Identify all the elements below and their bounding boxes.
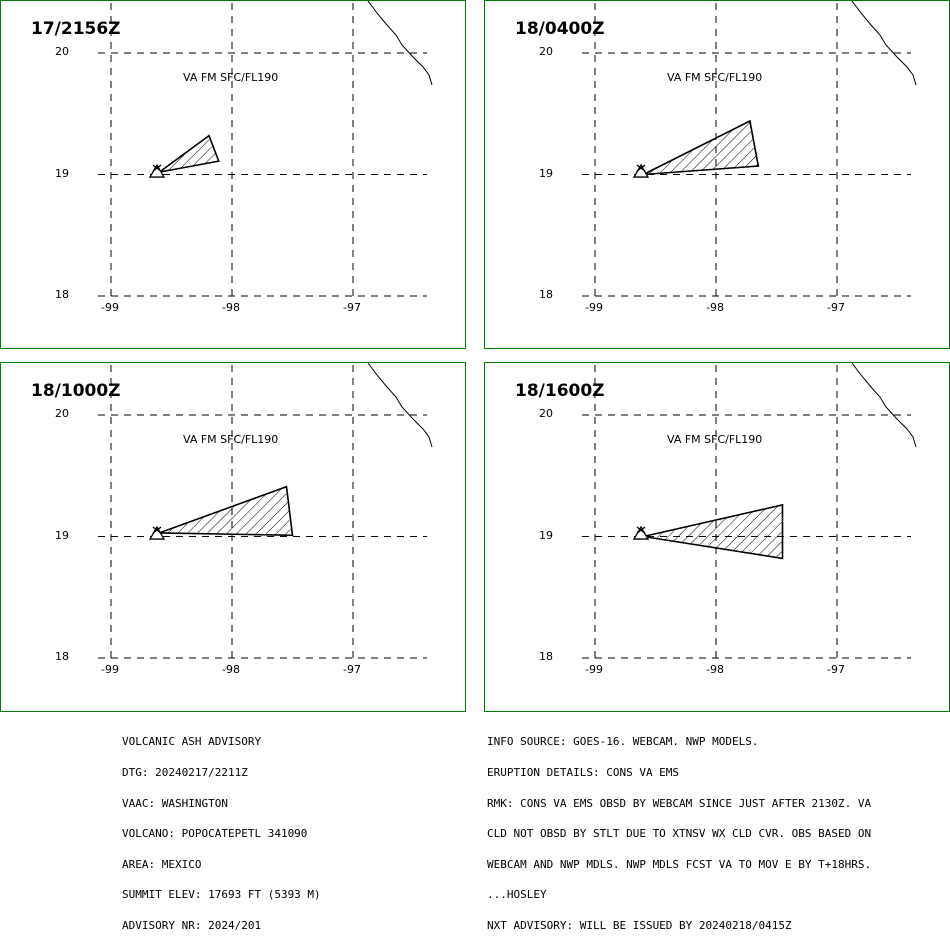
latitude-label: 19 (55, 528, 69, 542)
latitude-label: 20 (55, 45, 69, 58)
advisory-header-left: VOLCANIC ASH ADVISORY DTG: 20240217/2211… (122, 717, 321, 941)
advisory-summit-elev: SUMMIT ELEV: 17693 FT (5393 M) (122, 888, 321, 902)
latitude-label: 20 (539, 407, 553, 420)
forecast-time: 18/0400Z (515, 19, 605, 39)
forecast-time: 18/1600Z (515, 381, 605, 401)
advisory-eruption-details: ERUPTION DETAILS: CONS VA EMS (487, 766, 680, 779)
ash-cloud-polygon (643, 119, 760, 176)
coastline (367, 363, 433, 448)
latitude-label: 18 (539, 288, 553, 301)
map-canvas (582, 363, 917, 661)
advisory-remark-line-3: WEBCAM AND NWP MDLS. NWP MDLS FCST VA TO… (487, 857, 872, 871)
ash-cloud-polygon (159, 485, 294, 537)
latitude-label: 20 (55, 407, 69, 420)
advisory-remark-line-2: CLD NOT OBSD BY STLT DUE TO XTNSV WX CLD… (487, 827, 872, 841)
forecast-time: 17/2156Z (31, 19, 121, 39)
latitude-label: 18 (55, 650, 69, 663)
longitude-label: -99 (101, 301, 119, 314)
advisory-volcano: VOLCANO: POPOCATEPETL 341090 (122, 827, 308, 841)
forecast-time: 18/1000Z (31, 381, 121, 401)
advisory-area: AREA: MEXICO (122, 857, 202, 871)
longitude-label: -99 (585, 663, 603, 676)
longitude-label: -98 (222, 301, 240, 314)
latitude-label: 20 (539, 45, 553, 58)
volcano-icon (632, 525, 650, 540)
longitude-label: -97 (827, 301, 845, 314)
longitude-label: -98 (222, 663, 240, 676)
advisory-number: ADVISORY NR: 2024/201 (122, 918, 262, 932)
advisory-forecaster: ...HOSLEY (487, 888, 547, 902)
advisory-title: VOLCANIC ASH ADVISORY (122, 735, 262, 749)
advisory-remark-line-1: RMK: CONS VA EMS OBSD BY WEBCAM SINCE JU… (487, 796, 872, 810)
volcano-icon (632, 163, 650, 178)
flight-level-label: VA FM SFC/FL190 (183, 71, 279, 84)
latitude-label: 19 (539, 166, 553, 180)
coastline (851, 363, 917, 448)
longitude-label: -97 (827, 663, 845, 676)
longitude-label: -97 (343, 301, 361, 314)
map-canvas (98, 1, 433, 299)
map-canvas (582, 1, 917, 299)
advisory-dtg: DTG: 20240217/2211Z (122, 766, 248, 779)
coastline (851, 1, 917, 86)
coastline (367, 1, 433, 86)
longitude-label: -99 (585, 301, 603, 314)
forecast-panel-0: 17/2156Z VA FM SFC/FL190 20 19 18 -99 -98 -97 (0, 0, 466, 349)
volcano-icon (148, 163, 166, 178)
advisory-details-right: INFO SOURCE: GOES-16. WEBCAM. NWP MODELS… (487, 717, 871, 941)
flight-level-label: VA FM SFC/FL190 (667, 433, 763, 446)
flight-level-label: VA FM SFC/FL190 (667, 71, 763, 84)
longitude-label: -97 (343, 663, 361, 676)
latitude-label: 18 (55, 288, 69, 301)
volcano-icon (148, 525, 166, 540)
advisory-vaac: VAAC: WASHINGTON (122, 796, 228, 810)
longitude-label: -98 (706, 301, 724, 314)
flight-level-label: VA FM SFC/FL190 (183, 433, 279, 446)
longitude-label: -99 (101, 663, 119, 676)
forecast-panel-2: 18/1000Z VA FM SFC/FL190 20 19 18 -99 -98 -97 (0, 362, 466, 712)
latitude-label: 19 (539, 528, 553, 542)
latitude-label: 18 (539, 650, 553, 663)
ash-cloud-polygon (643, 503, 784, 560)
forecast-panel-3: 18/1600Z VA FM SFC/FL190 20 19 18 -99 -98 -97 (484, 362, 950, 712)
advisory-info-source: INFO SOURCE: GOES-16. WEBCAM. NWP MODELS… (487, 735, 759, 749)
advisory-next: NXT ADVISORY: WILL BE ISSUED BY 20240218… (487, 918, 792, 932)
map-canvas (98, 363, 433, 661)
longitude-label: -98 (706, 663, 724, 676)
forecast-panel-1: 18/0400Z VA FM SFC/FL190 20 19 18 -99 -98 -97 (484, 0, 950, 349)
latitude-label: 19 (55, 166, 69, 180)
ash-cloud-polygon (158, 134, 220, 173)
